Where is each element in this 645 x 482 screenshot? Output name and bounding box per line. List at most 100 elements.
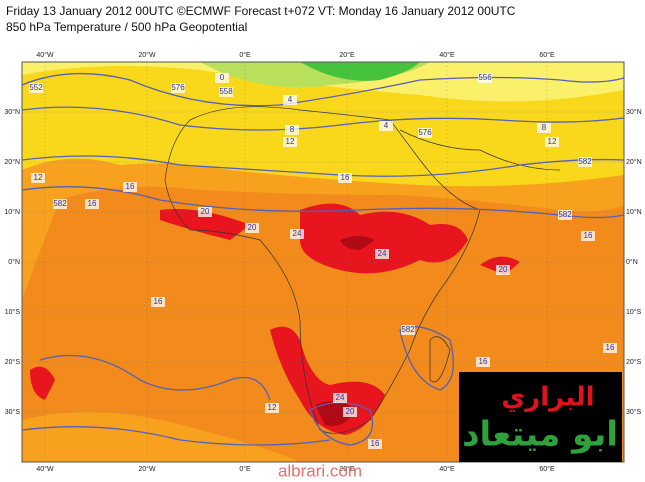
contour-label: 24: [336, 393, 345, 402]
contour-label: 20: [499, 265, 508, 274]
lat-label-right: 30°N: [626, 108, 642, 116]
contour-label: 582: [401, 325, 415, 334]
contour-label: 556: [478, 73, 492, 82]
lon-label-bottom: 0°E: [239, 465, 251, 473]
lat-label-left: 30°N: [4, 108, 20, 116]
subtitle: 850 hPa Temperature / 500 hPa Geopotenti…: [6, 20, 248, 34]
contour-label-bg: [151, 297, 165, 307]
lon-label-bottom: 40°E: [439, 465, 455, 473]
contour-label: 12: [286, 137, 295, 146]
contour-label-bg: [215, 73, 229, 83]
lon-label-top: 40°W: [36, 51, 54, 59]
contour-label-bg: [123, 182, 137, 192]
lon-label-top: 0°E: [239, 51, 251, 59]
contour-label: 582: [578, 157, 592, 166]
contour-label-bg: [537, 123, 551, 133]
contour-label-bg: [343, 407, 357, 417]
lat-label-left: 10°S: [5, 308, 21, 316]
contour-label-bg: [31, 173, 45, 183]
contour-label: 582: [53, 199, 67, 208]
lat-label-right: 20°S: [626, 358, 642, 366]
lon-label-bottom: 60°E: [539, 465, 555, 473]
contour-label-bg: [333, 393, 347, 403]
contour-label: 0: [220, 73, 225, 82]
lon-label-top: 60°E: [539, 51, 555, 59]
lon-label-bottom: 20°E: [339, 465, 355, 473]
contour-label: 558: [219, 87, 233, 96]
contour-label: 12: [34, 173, 43, 182]
contour-label: 4: [288, 95, 293, 104]
contour-label: 582: [558, 210, 572, 219]
lon-label-top: 20°W: [138, 51, 156, 59]
contour-label-bg: [578, 157, 592, 167]
lon-label-bottom: 40°W: [36, 465, 54, 473]
lat-label-right: 20°N: [626, 158, 642, 166]
contour-label: 8: [290, 125, 295, 134]
contour-label-bg: [29, 83, 43, 93]
contour-label-bg: [478, 73, 492, 83]
contour-label-bg: [265, 403, 279, 413]
contour-label-bg: [219, 87, 233, 97]
contour-label: 20: [248, 223, 257, 232]
contour-label: 16: [606, 343, 615, 352]
contour-label: 576: [171, 83, 185, 92]
contour-label-bg: [53, 199, 67, 209]
contour-label-bg: [581, 231, 595, 241]
lon-label-top: 40°E: [439, 51, 455, 59]
lon-label-top: 20°E: [339, 51, 355, 59]
map-frame: [21, 61, 625, 463]
lat-label-left: 20°N: [4, 158, 20, 166]
contour-label-bg: [290, 229, 304, 239]
contour-label-bg: [545, 137, 559, 147]
lat-label-right: 10°N: [626, 208, 642, 216]
contour-label-bg: [245, 223, 259, 233]
contour-label-bg: [476, 357, 490, 367]
contour-label-bg: [171, 83, 185, 93]
contour-label: 12: [268, 403, 277, 412]
contour-label-bg: [85, 199, 99, 209]
contour-label-bg: [379, 121, 393, 131]
contour-label-bg: [375, 249, 389, 259]
contour-label-bg: [198, 207, 212, 217]
contour-label-bg: [283, 95, 297, 105]
tick-labels: 40°W 40°W 20°W 20°W 0°E 0°E 20°E 20°E 40°E 40°E 60…: [4, 51, 641, 473]
logo: البراري ابو ميتعاد: [459, 372, 622, 462]
contour-label-bg: [285, 125, 299, 135]
lon-label-bottom: 20°W: [138, 465, 156, 473]
logo-line1: البراري: [501, 383, 594, 413]
contour-label: 12: [548, 137, 557, 146]
contour-label-bg: [418, 128, 432, 138]
contour-label: 16: [479, 357, 488, 366]
lat-label-right: 10°S: [626, 308, 642, 316]
logo-line2: ابو ميتعاد: [462, 415, 618, 455]
contour-label: 16: [88, 199, 97, 208]
contour-label: 16: [126, 182, 135, 191]
contour-label: 576: [418, 128, 432, 137]
lat-label-left: 30°S: [5, 408, 21, 416]
contour-label-bg: [496, 265, 510, 275]
lat-label-left: 0°N: [8, 258, 20, 266]
contour-label: 16: [584, 231, 593, 240]
contour-label-bg: [401, 325, 415, 335]
coastlines: [164, 106, 561, 434]
contour-label: 4: [384, 121, 389, 130]
lat-label-left: 20°S: [5, 358, 21, 366]
contour-label-bg: [338, 173, 352, 183]
contour-label-bg: [283, 137, 297, 147]
logo-background: [459, 372, 622, 462]
contour-label: 24: [378, 249, 387, 258]
title: Friday 13 January 2012 00UTC ©ECMWF Fore…: [6, 4, 516, 18]
contour-label: 20: [201, 207, 210, 216]
contour-label: 16: [371, 439, 380, 448]
contour-label: 8: [542, 123, 547, 132]
contour-label: 552: [29, 83, 43, 92]
lat-label-right: 0°N: [626, 258, 638, 266]
watermark: albrari.com: [278, 461, 362, 480]
contour-label-bg: [603, 343, 617, 353]
lat-label-right: 30°S: [626, 408, 642, 416]
contour-label: 24: [293, 229, 302, 238]
lat-label-left: 10°N: [4, 208, 20, 216]
